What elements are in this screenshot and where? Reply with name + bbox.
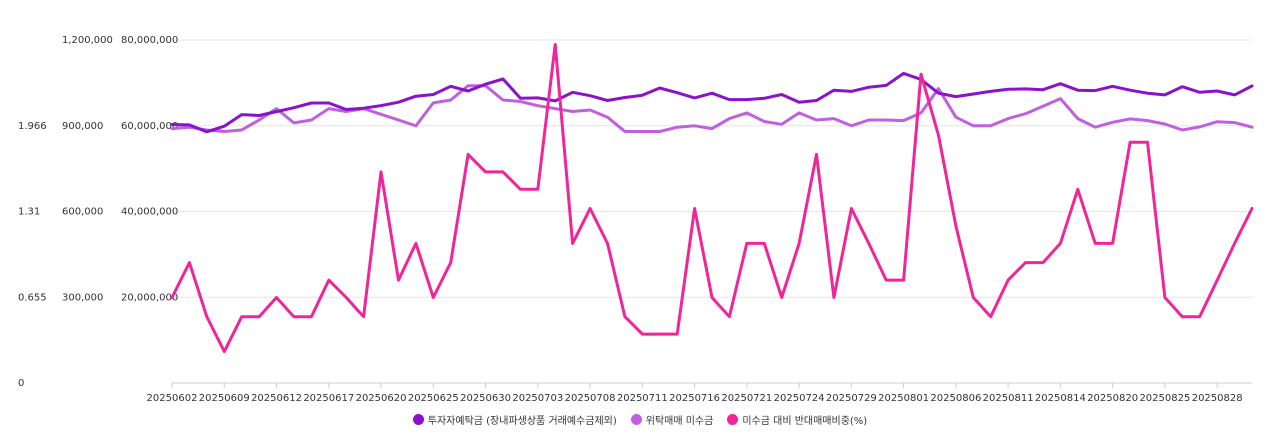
series-lines [170, 43, 1254, 354]
y-tick-label-margin: 600,000 [62, 207, 103, 218]
x-tick-label: 20250620 [356, 393, 407, 404]
y-tick-label-pct: 1.966 [18, 121, 47, 132]
x-tick-label: 20250711 [617, 393, 668, 404]
legend-dot-icon [727, 414, 739, 425]
x-tick-label: 20250716 [669, 393, 720, 404]
legend-item-margin[interactable]: 위탁매매 미수금 [630, 412, 714, 427]
y-tick-label-pct: 0.655 [18, 292, 47, 303]
y-tick-label-deposit: 60,000,000 [121, 121, 178, 132]
x-tick-label: 20250630 [460, 393, 511, 404]
series-line-0 [170, 71, 1254, 134]
y-tick-label-margin: 900,000 [62, 121, 103, 132]
x-axis: 20250602 20250609 20250612 20250617 20250620… [147, 382, 1252, 404]
x-tick-label: 20250814 [1035, 393, 1086, 404]
x-tick-label: 20250729 [826, 393, 877, 404]
x-tick-label: 20250625 [408, 393, 459, 404]
legend-label-margin: 위탁매매 미수금 [645, 416, 714, 427]
y-tick-label-deposit: 40,000,000 [121, 207, 178, 218]
y-tick-label-deposit: 80,000,000 [121, 35, 178, 46]
x-tick-label: 20250617 [303, 393, 354, 404]
y-tick-label-deposit: 20,000,000 [121, 292, 178, 303]
x-tick-label: 20250825 [1139, 393, 1190, 404]
legend-item-deposit[interactable]: 투자자예탁금 (장내파생상품 거래예수금제외) [412, 412, 617, 427]
x-tick-label: 20250609 [199, 393, 250, 404]
x-tick-label: 20250820 [1087, 393, 1138, 404]
legend: 투자자예탁금 (장내파생상품 거래예수금제외) 위탁매매 미수금 미수금 대비 … [0, 412, 1280, 427]
y-tick-label-pct: 0 [18, 378, 24, 389]
y-axis-ticks: 0 0.655 1.31 1.966 300,000 600,000 900,000 1,20… [18, 35, 178, 389]
legend-item-ratio[interactable]: 미수금 대비 반대매매비중(%) [727, 412, 867, 427]
x-tick-label: 20250806 [930, 393, 981, 404]
x-tick-label: 20250724 [774, 393, 825, 404]
legend-dot-icon [412, 414, 424, 425]
legend-dot-icon [630, 414, 642, 425]
x-tick-label: 20250811 [983, 393, 1034, 404]
y-tick-label-margin: 1,200,000 [62, 35, 113, 46]
x-tick-label: 20250828 [1192, 393, 1243, 404]
y-tick-label-pct: 1.31 [18, 207, 40, 218]
legend-label-deposit: 투자자예탁금 (장내파생상품 거래예수금제외) [427, 416, 617, 427]
y-tick-label-margin: 300,000 [62, 292, 103, 303]
x-tick-label: 20250721 [721, 393, 772, 404]
legend-label-ratio: 미수금 대비 반대매매비중(%) [742, 416, 868, 427]
series-line-2 [170, 43, 1254, 354]
gridlines [172, 39, 1252, 298]
x-tick-label: 20250801 [878, 393, 929, 404]
x-tick-label: 20250602 [147, 393, 198, 404]
x-tick-label: 20250708 [565, 393, 616, 404]
x-tick-label: 20250703 [512, 393, 563, 404]
x-tick-label: 20250612 [251, 393, 302, 404]
